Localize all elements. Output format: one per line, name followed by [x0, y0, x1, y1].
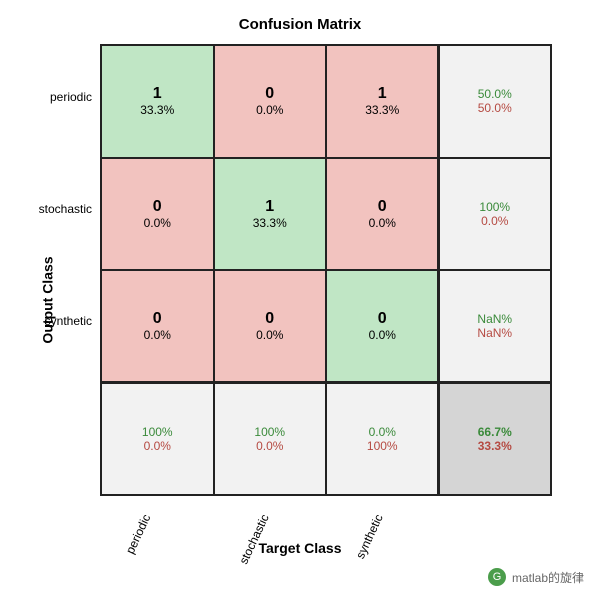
summary-cell: 0.0%100%: [326, 383, 439, 496]
cell-percent: 0.0%: [256, 103, 283, 117]
cell-percent: 0.0%: [369, 216, 396, 230]
footer-watermark: G matlab的旋律: [488, 568, 584, 586]
summary-wrong: NaN%: [477, 326, 512, 340]
confusion-matrix-grid: 133.3%00.0%133.3%50.0%50.0%00.0%133.3%00…: [100, 44, 552, 496]
overall-cell: 66.7%33.3%: [439, 383, 552, 496]
summary-cell: 50.0%50.0%: [439, 45, 552, 158]
y-tick: periodic: [0, 90, 96, 104]
matrix-cell: 00.0%: [326, 158, 439, 271]
cell-count: 0: [378, 198, 387, 216]
y-tick: synthetic: [0, 314, 96, 328]
cell-count: 0: [265, 85, 274, 103]
footer-logo-icon: G: [488, 568, 506, 586]
cell-count: 1: [378, 85, 387, 103]
matrix-cell: 00.0%: [101, 158, 214, 271]
summary-wrong: 0.0%: [481, 214, 508, 228]
footer-label: matlab的旋律: [512, 569, 584, 586]
summary-correct: NaN%: [477, 312, 512, 326]
matrix-cell: 133.3%: [326, 45, 439, 158]
matrix-cell: 133.3%: [214, 158, 327, 271]
summary-cell: 100%0.0%: [101, 383, 214, 496]
summary-cell: NaN%NaN%: [439, 270, 552, 383]
cell-count: 1: [265, 198, 274, 216]
chart-title: Confusion Matrix: [0, 16, 600, 33]
cell-percent: 33.3%: [140, 103, 174, 117]
cell-percent: 0.0%: [256, 328, 283, 342]
summary-correct: 100%: [142, 425, 173, 439]
summary-cell: 100%0.0%: [439, 158, 552, 271]
row-separator: [100, 381, 552, 383]
cell-percent: 0.0%: [369, 328, 396, 342]
x-axis-label: Target Class: [0, 540, 600, 556]
summary-correct: 100%: [479, 200, 510, 214]
cell-count: 0: [265, 310, 274, 328]
matrix-cell: 00.0%: [101, 270, 214, 383]
summary-wrong: 0.0%: [144, 439, 171, 453]
summary-correct: 66.7%: [478, 425, 512, 439]
matrix-cell: 00.0%: [326, 270, 439, 383]
cell-count: 0: [153, 198, 162, 216]
summary-wrong: 33.3%: [478, 439, 512, 453]
cell-count: 0: [153, 310, 162, 328]
cell-count: 1: [153, 85, 162, 103]
cell-percent: 0.0%: [144, 328, 171, 342]
summary-wrong: 0.0%: [256, 439, 283, 453]
cell-percent: 33.3%: [365, 103, 399, 117]
summary-correct: 100%: [254, 425, 285, 439]
matrix-cell: 00.0%: [214, 270, 327, 383]
y-axis-label: Output Class: [40, 256, 56, 343]
summary-wrong: 100%: [367, 439, 398, 453]
cell-percent: 0.0%: [144, 216, 171, 230]
y-tick: stochastic: [0, 202, 96, 216]
matrix-cell: 133.3%: [101, 45, 214, 158]
summary-correct: 50.0%: [478, 87, 512, 101]
cell-count: 0: [378, 310, 387, 328]
summary-wrong: 50.0%: [478, 101, 512, 115]
summary-correct: 0.0%: [369, 425, 396, 439]
cell-percent: 33.3%: [253, 216, 287, 230]
summary-cell: 100%0.0%: [214, 383, 327, 496]
col-separator: [437, 44, 439, 496]
matrix-cell: 00.0%: [214, 45, 327, 158]
